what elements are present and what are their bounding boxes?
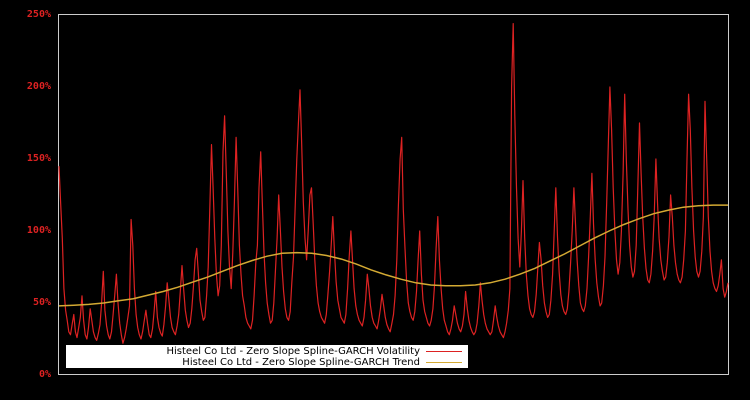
volatility-series-line bbox=[58, 23, 729, 344]
y-tick-label-50: 50% bbox=[32, 297, 51, 308]
legend-swatch-volatility bbox=[426, 351, 462, 352]
y-tick-label-150: 150% bbox=[26, 153, 51, 164]
legend-label-volatility: Histeel Co Ltd - Zero Slope Spline-GARCH… bbox=[166, 346, 420, 357]
legend-item-trend: Histeel Co Ltd - Zero Slope Spline-GARCH… bbox=[182, 357, 462, 368]
y-tick-label-0: 0% bbox=[38, 369, 51, 380]
y-tick-label-100: 100% bbox=[26, 225, 51, 236]
chart-legend: Histeel Co Ltd - Zero Slope Spline-GARCH… bbox=[66, 345, 468, 368]
legend-item-volatility: Histeel Co Ltd - Zero Slope Spline-GARCH… bbox=[166, 346, 462, 357]
trend-series-line bbox=[58, 204, 728, 307]
y-tick-label-200: 200% bbox=[26, 81, 51, 92]
y-tick-label-250: 250% bbox=[26, 9, 51, 20]
legend-swatch-trend bbox=[426, 362, 462, 363]
legend-label-trend: Histeel Co Ltd - Zero Slope Spline-GARCH… bbox=[182, 357, 420, 368]
